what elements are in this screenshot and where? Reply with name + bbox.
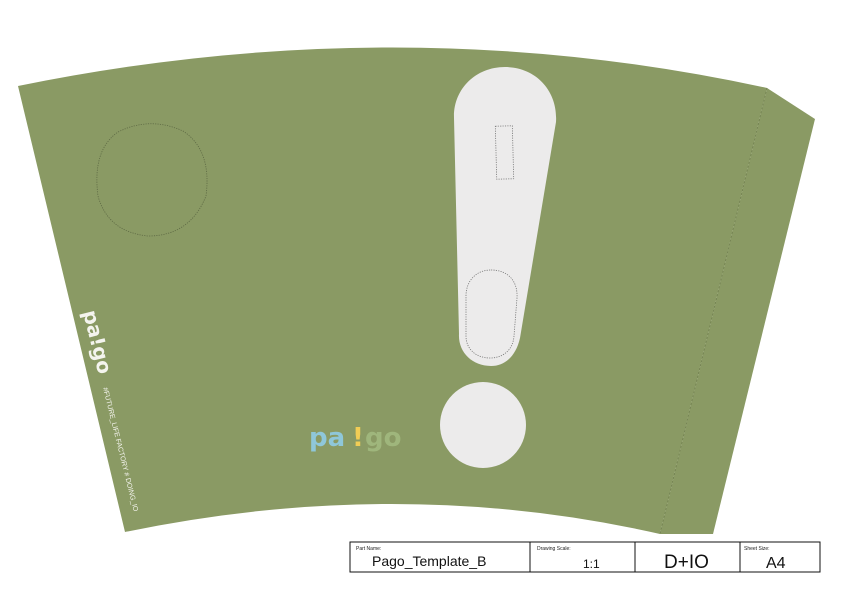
slot-cutout-outline (494, 125, 515, 180)
glue-flap (660, 88, 815, 534)
drawing-scale-value: 1:1 (583, 557, 600, 571)
logo-pa: pa (309, 423, 345, 453)
sleeve-body (18, 47, 767, 534)
logo-go: go (365, 423, 401, 453)
title-block: Part Name: Pago_Template_B Drawing Scale… (349, 541, 821, 573)
part-name-value: Pago_Template_B (372, 553, 486, 569)
part-name-label: Part Name: (356, 546, 381, 552)
drawing-scale-label: Drawing Scale: (537, 546, 571, 552)
sheet-size-label: Sheet Size: (744, 546, 770, 552)
exclamation-bar-shape (453, 67, 557, 366)
company-name: D+IO (664, 552, 709, 573)
circle-cutout-outline (96, 123, 208, 237)
fold-line (659, 87, 768, 535)
logo-bang: ! (352, 423, 364, 453)
exclamation-dot-shape (440, 382, 526, 468)
window-cutout-outline (465, 269, 518, 359)
sheet-size-value: A4 (766, 555, 786, 572)
brand-logo: pa ! go (309, 423, 401, 453)
